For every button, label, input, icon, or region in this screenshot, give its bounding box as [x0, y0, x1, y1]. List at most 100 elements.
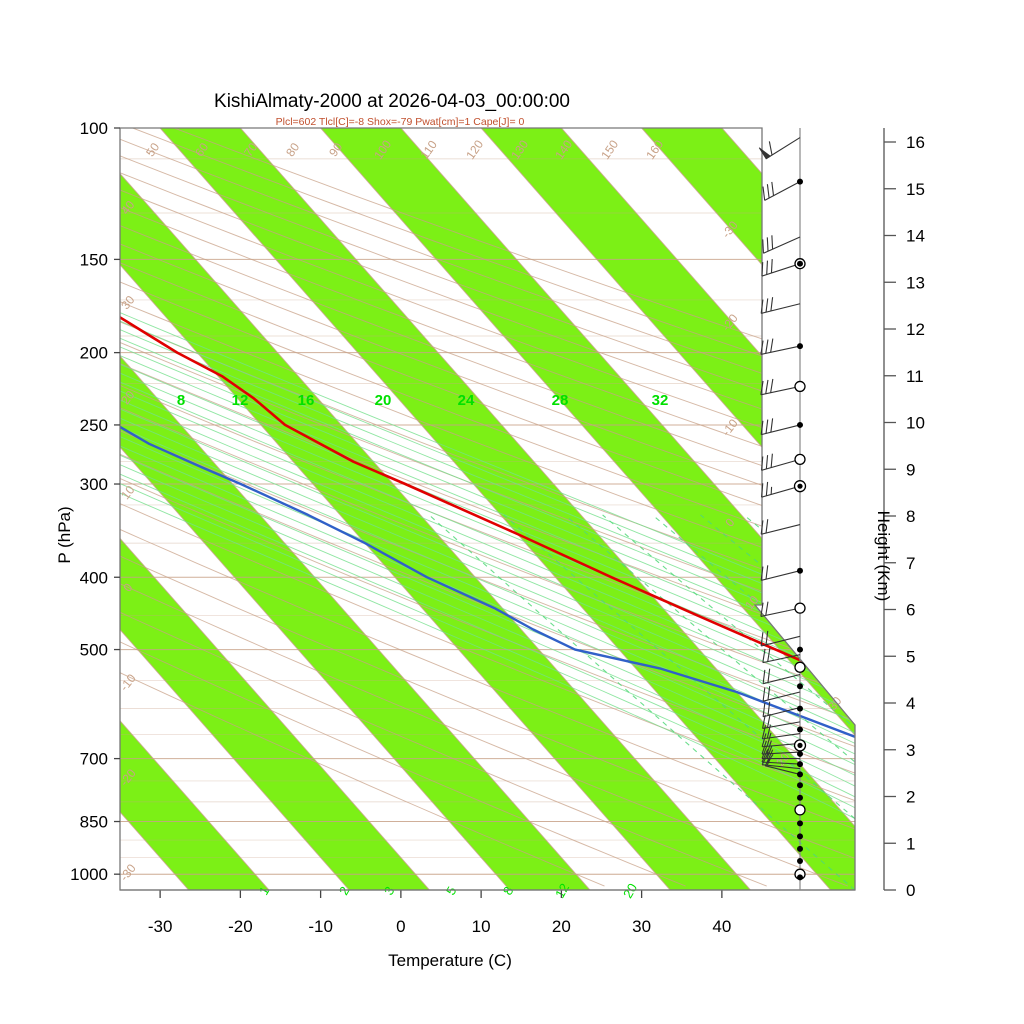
temperature-tick-label: 30 [632, 917, 651, 936]
wind-barb [760, 297, 801, 314]
wind-barb [761, 481, 801, 498]
wind-level-dot [797, 845, 803, 852]
wind-barb [762, 668, 801, 685]
wind-barb [760, 519, 801, 535]
wind-level-dot [797, 794, 803, 801]
height-tick-label: 16 [906, 133, 925, 152]
wind-barb [764, 753, 801, 775]
moist-adiabat-label: 28 [552, 392, 569, 409]
pressure-axis-ticks [114, 127, 120, 875]
wind-level-dot [797, 567, 803, 574]
moist-adiabat-label: 16 [298, 392, 315, 409]
wind-level-dot [797, 726, 803, 733]
height-tick-label: 15 [906, 180, 925, 199]
mixing-ratio-label: 20 [620, 881, 640, 901]
pressure-tick-label: 400 [80, 568, 108, 587]
moist-adiabat-labels: 8 12 16 20 24 28 32 [177, 392, 669, 409]
wind-barb [760, 418, 801, 436]
moist-adiabat-label: 20 [375, 392, 392, 409]
wind-barb-level-markers [793, 178, 807, 881]
wind-level-circle [794, 453, 806, 465]
temperature-tick-label: 10 [472, 917, 491, 936]
wind-barb [761, 259, 801, 277]
wind-barb [760, 565, 801, 581]
height-tick-label: 12 [906, 320, 925, 339]
wind-barb [760, 338, 801, 355]
wind-level-dot [797, 343, 803, 350]
wind-barb [762, 713, 801, 730]
moist-adiabat-label: 24 [458, 392, 475, 409]
temperature-tick-label: 40 [712, 917, 731, 936]
height-tick-label: 13 [906, 273, 925, 292]
height-tick-label: 2 [906, 788, 915, 807]
mixing-ratio-label: 12 [552, 881, 572, 901]
wind-barb [760, 601, 801, 617]
pressure-tick-label: 700 [80, 750, 108, 769]
sounding-indices-subtitle: Plcl=602 Tlcl[C]=-8 Shox=-79 Pwat[cm]=1 … [276, 116, 525, 128]
pressure-tick-label: 500 [80, 641, 108, 660]
temperature-tick-label: 20 [552, 917, 571, 936]
wind-level-dot [797, 260, 803, 267]
pressure-tick-label: 300 [80, 475, 108, 494]
temperature-tick-label: -10 [308, 917, 333, 936]
wind-barb [761, 732, 801, 748]
height-tick-label: 5 [906, 647, 915, 666]
height-tick-label: 11 [906, 367, 924, 386]
pressure-tick-label: 150 [80, 250, 108, 269]
wind-level-dot [797, 705, 803, 712]
wind-level-dot [797, 771, 803, 778]
moist-adiabat-label: 32 [652, 392, 669, 409]
wind-level-dot [797, 421, 803, 428]
wind-barb [762, 647, 801, 664]
temperature-tick-label: -20 [228, 917, 253, 936]
wind-barb-glyphs [758, 137, 801, 775]
height-tick-label: 7 [906, 554, 915, 573]
pressure-tick-label: 250 [80, 416, 108, 435]
height-tick-label: 4 [906, 694, 915, 713]
temperature-tick-label: -30 [148, 917, 173, 936]
wind-barb-panel [758, 128, 807, 890]
moist-adiabat-label: 12 [232, 392, 249, 409]
x-axis-title: Temperature (C) [388, 951, 512, 970]
temperature-tick-label: 0 [396, 917, 405, 936]
pressure-tick-label: 850 [80, 813, 108, 832]
height-tick-label: 0 [906, 881, 915, 900]
wind-level-dot [797, 178, 803, 185]
wind-barb [761, 453, 801, 471]
wind-level-dot [797, 820, 803, 827]
wind-level-dot [797, 874, 803, 881]
height-tick-label: 8 [906, 507, 915, 526]
wind-level-dot [797, 761, 803, 768]
wind-barb [762, 686, 801, 702]
wind-level-circle [794, 602, 806, 614]
height-tick-label: 9 [906, 460, 915, 479]
dewpoint-profile-line [120, 128, 855, 766]
height-tick-label: 1 [906, 834, 915, 853]
wind-level-circle [794, 380, 806, 393]
wind-barb [758, 137, 801, 160]
wind-level-ringed-core [797, 483, 803, 489]
pressure-axis-labels: 100 150 200 250 300 400 500 700 850 1000 [70, 119, 108, 884]
wind-barb [762, 181, 801, 201]
y-axis-title: P (hPa) [55, 506, 74, 563]
height-tick-label: 10 [906, 414, 925, 433]
height-tick-label: 6 [906, 601, 915, 620]
wind-level-dot [797, 750, 803, 757]
height-tick-label: 3 [906, 741, 915, 760]
wind-barb [760, 378, 801, 396]
wind-level-dot [797, 646, 803, 653]
dry-adiabat-lines [120, 128, 855, 887]
wind-barb [761, 724, 801, 740]
pressure-tick-label: 200 [80, 344, 108, 363]
pressure-tick-label: 1000 [70, 865, 108, 884]
wind-barb [762, 701, 801, 718]
moist-adiabat-label: 8 [177, 392, 185, 409]
wind-level-ringed-core [797, 742, 803, 748]
temperature-axis-labels: -30 -20 -10 0 10 20 30 40 [148, 917, 732, 936]
height-tick-label: 14 [906, 227, 925, 246]
temperature-axis-ticks [120, 889, 855, 898]
wind-barb [762, 235, 801, 254]
